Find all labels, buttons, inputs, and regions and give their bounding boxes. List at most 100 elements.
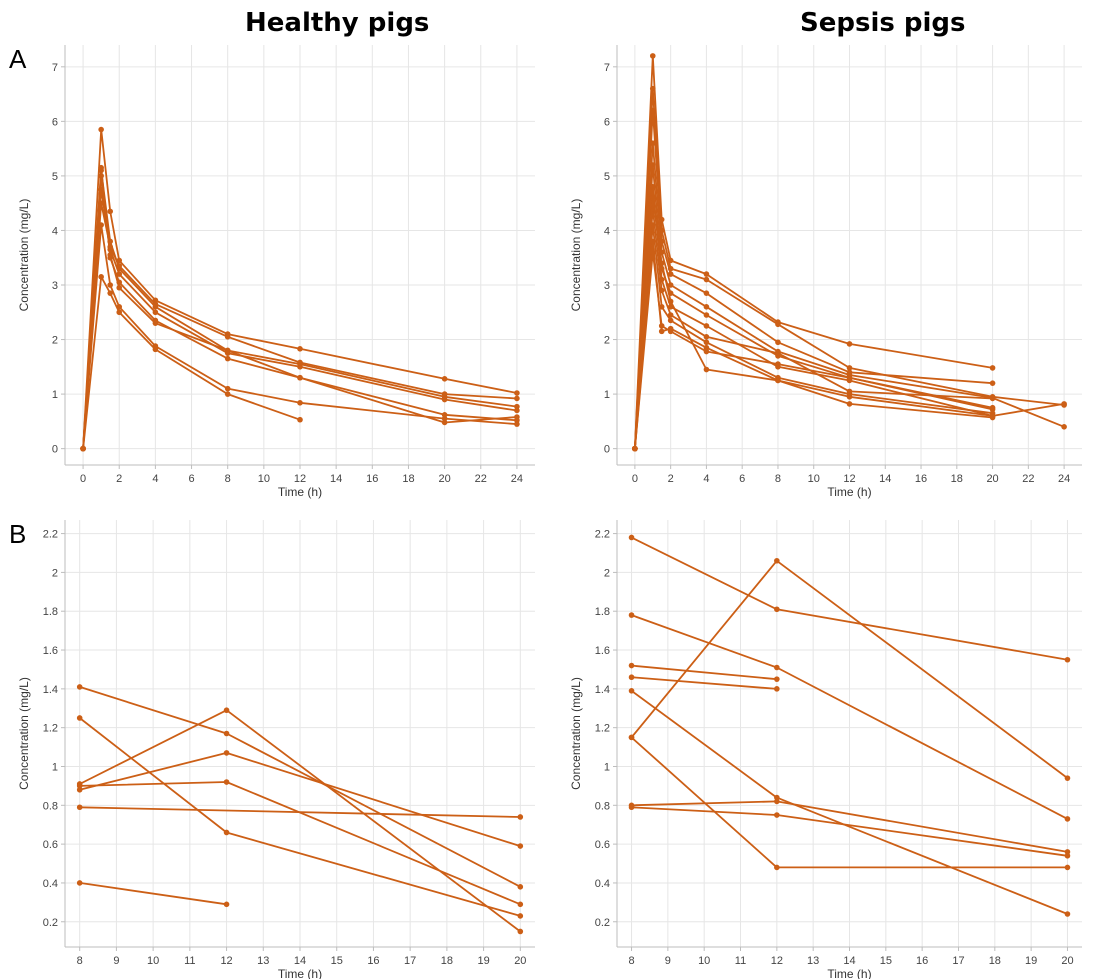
data-point (441, 391, 448, 397)
data-point (152, 301, 159, 307)
data-point (774, 798, 780, 805)
x-tick-label: 18 (402, 473, 414, 485)
y-axis-label: Concentration (mg/L) (17, 677, 31, 790)
x-tick-label: 9 (665, 955, 671, 967)
data-point (76, 783, 83, 789)
y-axis-label: Concentration (mg/L) (569, 199, 583, 312)
data-point (774, 676, 780, 682)
data-point (649, 53, 656, 59)
x-tick-label: 13 (257, 955, 269, 967)
y-tick-label: 0 (604, 444, 610, 456)
data-point (775, 361, 781, 367)
data-point (703, 334, 710, 340)
y-tick-label: 0.6 (43, 839, 58, 851)
y-tick-label: 5 (604, 171, 610, 183)
data-point (774, 557, 780, 564)
x-tick-label: 20 (438, 473, 450, 485)
data-point (76, 880, 83, 886)
x-tick-label: 14 (843, 955, 855, 967)
data-point (846, 341, 853, 347)
data-point (514, 407, 520, 414)
x-tick-label: 2 (116, 473, 122, 485)
x-tick-label: 20 (986, 473, 998, 485)
data-point (649, 107, 656, 114)
data-point (649, 194, 656, 201)
data-point (98, 173, 104, 179)
x-tick-label: 24 (1058, 473, 1070, 485)
data-point (514, 421, 520, 427)
data-point (846, 365, 853, 371)
x-tick-label: 10 (808, 473, 820, 485)
data-point (223, 750, 230, 756)
data-point (774, 686, 780, 692)
data-point (98, 274, 104, 280)
data-point (223, 829, 230, 836)
data-point (628, 734, 635, 741)
x-tick-label: 18 (989, 955, 1001, 967)
data-point (632, 445, 638, 452)
data-point (1061, 401, 1067, 407)
y-tick-label: 1.6 (595, 645, 610, 657)
data-point (628, 534, 635, 541)
data-point (223, 901, 230, 908)
data-point (703, 271, 710, 277)
data-point (441, 419, 448, 426)
data-point (441, 376, 448, 382)
x-tick-label: 8 (775, 473, 781, 485)
y-tick-label: 1.4 (595, 684, 610, 696)
data-point (76, 786, 83, 793)
x-axis-label: Time (h) (827, 485, 871, 499)
data-point (1064, 852, 1071, 859)
data-point (667, 328, 674, 335)
x-tick-label: 0 (632, 473, 638, 485)
y-tick-label: 2 (52, 567, 58, 579)
series-line-8 (634, 224, 993, 449)
data-point (514, 414, 520, 420)
data-point (658, 323, 665, 329)
data-point (116, 271, 123, 277)
title-sepsis-pigs: Sepsis pigs (800, 8, 966, 38)
y-tick-label: 0.6 (595, 839, 610, 851)
x-axis-label: Time (h) (278, 485, 322, 499)
data-point (98, 164, 104, 171)
x-tick-label: 16 (367, 955, 379, 967)
data-point (667, 298, 674, 305)
data-point (224, 385, 231, 392)
data-point (76, 715, 83, 721)
series-line-1 (634, 54, 993, 449)
x-tick-label: 11 (735, 955, 746, 967)
data-point (628, 688, 635, 694)
x-tick-label: 4 (703, 473, 709, 485)
data-point (649, 238, 656, 245)
series-line-4 (631, 664, 777, 681)
data-point (297, 400, 303, 406)
y-tick-label: 7 (52, 62, 58, 74)
data-point (152, 346, 159, 353)
y-tick-label: 4 (52, 225, 58, 237)
series-line-7 (634, 207, 993, 449)
x-tick-label: 8 (77, 955, 83, 967)
data-point (846, 401, 853, 407)
data-point (775, 321, 781, 328)
x-tick-label: 8 (628, 955, 634, 967)
y-tick-label: 6 (52, 116, 58, 128)
data-point (667, 282, 674, 288)
y-tick-label: 1.6 (43, 645, 58, 657)
x-tick-label: 4 (152, 473, 158, 485)
y-tick-label: 0.4 (595, 878, 610, 890)
data-point (628, 674, 635, 681)
data-point (649, 249, 656, 256)
x-tick-label: 22 (1022, 473, 1034, 485)
x-tick-label: 14 (294, 955, 306, 967)
x-tick-label: 15 (331, 955, 343, 967)
data-point (517, 843, 524, 849)
x-tick-label: 13 (807, 955, 819, 967)
x-tick-label: 10 (698, 955, 710, 967)
y-tick-label: 3 (604, 280, 610, 292)
x-tick-label: 8 (225, 473, 231, 485)
x-tick-label: 16 (915, 473, 927, 485)
y-tick-label: 5 (52, 171, 58, 183)
x-tick-label: 12 (294, 473, 306, 485)
data-point (1061, 424, 1067, 430)
y-tick-label: 0.2 (43, 917, 58, 929)
